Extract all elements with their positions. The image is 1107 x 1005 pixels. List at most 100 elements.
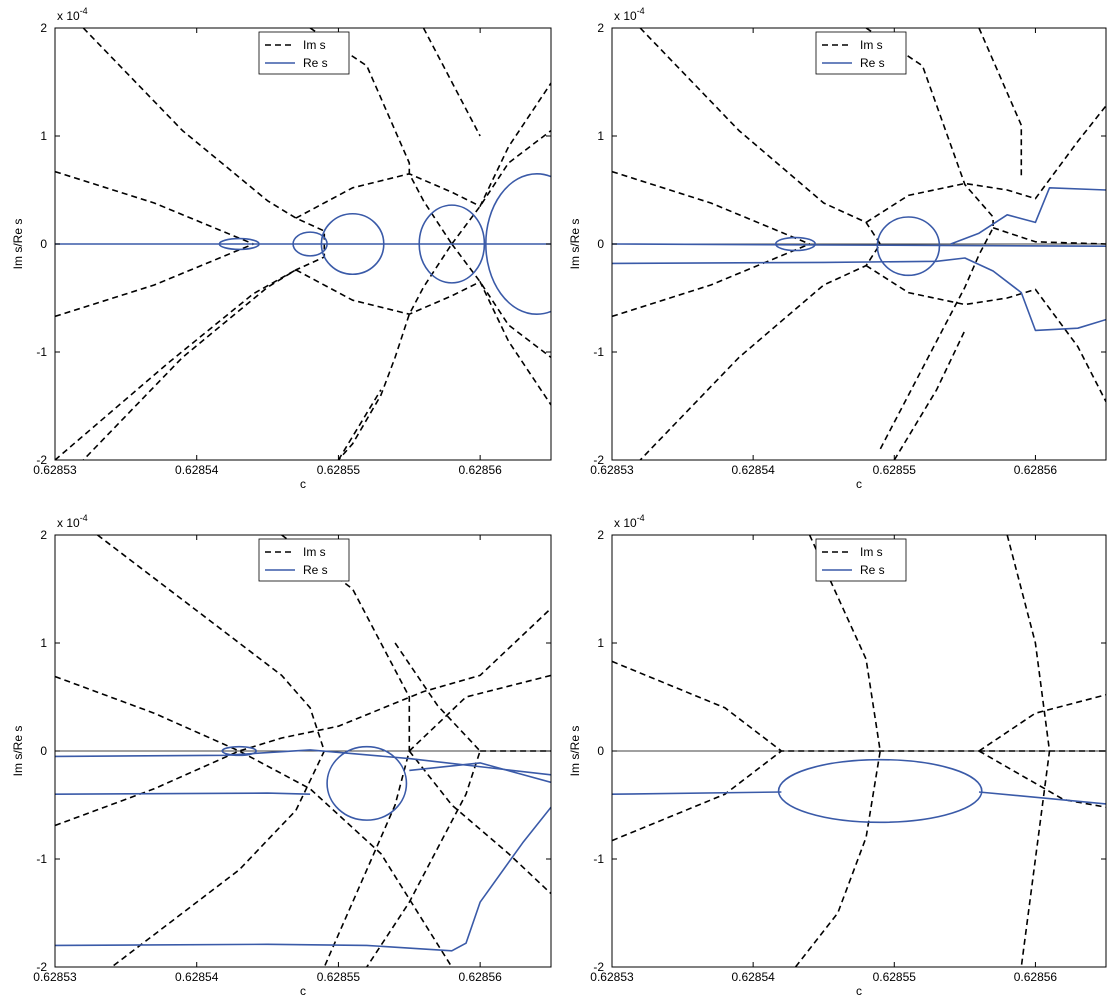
legend-box: [815, 538, 907, 582]
y-tick-label: -2: [36, 453, 47, 467]
y-exponent-label: x 10-4: [614, 6, 645, 23]
re-s-curve-1: [978, 791, 1106, 805]
y-tick-label: -1: [593, 852, 604, 866]
im-s-curve-4: [408, 674, 551, 752]
im-s-curve-1: [612, 243, 810, 318]
x-tick-label: 0.62853: [590, 970, 634, 984]
y-tick-label: 0: [40, 237, 47, 251]
y-tick-label: -2: [593, 960, 604, 974]
y-tick-label: -2: [36, 960, 47, 974]
legend-box: [815, 31, 907, 75]
x-tick-label: 0.62853: [590, 463, 634, 477]
legend-label-re-s: Re s: [303, 56, 328, 70]
im-s-curve-4: [978, 750, 1106, 808]
im-s-curve-0: [55, 675, 453, 967]
chart-panel-top-right: 0.62853 0.62854 0.62855 0.62856 -2 -1 0 1 2 x 10-…: [568, 6, 1107, 491]
legend-label-re-s: Re s: [303, 563, 328, 577]
y-exponent-power: -4: [637, 513, 645, 523]
y-tick-label: 2: [40, 21, 47, 35]
y-axis-label: Im s/Re s: [568, 726, 582, 777]
series-im-s: [612, 535, 1106, 967]
plot-area: [612, 535, 1106, 967]
y-exponent-label: x 10-4: [614, 513, 645, 530]
y-tick-label: -1: [593, 345, 604, 359]
y-tick-label: 1: [40, 636, 47, 650]
y-tick-label: 1: [40, 129, 47, 143]
y-tick-label: 0: [40, 744, 47, 758]
x-tick-label: 0.62855: [317, 463, 361, 477]
x-tick-label: 0.62855: [873, 463, 917, 477]
legend-label-im-s: Im s: [860, 545, 883, 559]
y-axis-label: Im s/Re s: [11, 219, 25, 270]
legend: Im s Re s: [815, 538, 907, 582]
y-axis-label: Im s/Re s: [568, 219, 582, 270]
re-s-loop-2: [320, 212, 385, 276]
re-s-loop-1: [326, 745, 408, 821]
x-axis-label: c: [300, 984, 306, 998]
re-s-loop-4: [485, 173, 551, 315]
legend-label-re-s: Re s: [860, 56, 885, 70]
im-s-curve-4: [309, 28, 453, 460]
im-s-curve-5: [408, 750, 551, 895]
series-re-s: [612, 187, 1106, 332]
legend-box: [258, 538, 350, 582]
y-tick-label: 0: [597, 744, 604, 758]
im-s-curve-8: [893, 330, 966, 460]
x-tick-label: 0.62853: [33, 970, 77, 984]
x-tick-label: 0.62854: [731, 970, 775, 984]
y-exponent-base: x 10: [614, 9, 637, 23]
y-tick-label: 2: [597, 21, 604, 35]
y-tick-label: 1: [597, 636, 604, 650]
legend-box: [258, 31, 350, 75]
re-s-loop-3: [418, 204, 486, 284]
x-tick-label: 0.62855: [317, 970, 361, 984]
im-s-curve-10: [337, 389, 382, 460]
y-tick-label: 0: [597, 237, 604, 251]
legend: Im s Re s: [258, 31, 350, 75]
series-re-s: [612, 758, 1106, 824]
y-exponent-power: -4: [637, 6, 645, 16]
re-s-curve-2: [950, 187, 1106, 245]
im-s-curve-8: [451, 243, 551, 359]
re-s-loop-0: [774, 236, 817, 252]
plot-area: [55, 28, 551, 460]
re-s-loop-0: [218, 237, 260, 251]
re-s-curve-1: [612, 257, 1106, 332]
y-exponent-base: x 10: [57, 9, 80, 23]
im-s-curve-3: [865, 28, 994, 450]
x-tick-label: 0.62854: [175, 970, 219, 984]
im-s-curve-0: [55, 170, 254, 245]
x-axis-label: c: [856, 984, 862, 998]
im-s-curve-7: [451, 129, 551, 245]
im-s-curve-2: [794, 535, 882, 967]
im-s-curve-3: [978, 694, 1106, 752]
y-exponent-label: x 10-4: [57, 6, 88, 23]
re-s-curve-0: [55, 749, 551, 776]
y-exponent-power: -4: [80, 513, 88, 523]
x-tick-label: 0.62854: [731, 463, 775, 477]
series-im-s: [55, 535, 551, 967]
x-tick-label: 0.62856: [1014, 970, 1058, 984]
y-tick-label: -1: [36, 345, 47, 359]
legend-label-re-s: Re s: [860, 563, 885, 577]
im-s-curve-2: [639, 28, 882, 460]
legend: Im s Re s: [258, 538, 350, 582]
y-axis-label: Im s/Re s: [11, 726, 25, 777]
series-re-s: [55, 173, 551, 315]
im-s-curve-9: [422, 28, 481, 137]
re-s-curve-2: [409, 762, 551, 784]
plot-area: [612, 28, 1106, 460]
y-exponent-base: x 10: [614, 516, 637, 530]
im-s-curve-7: [978, 28, 1023, 180]
legend-label-im-s: Im s: [303, 38, 326, 52]
x-tick-label: 0.62856: [1014, 463, 1058, 477]
y-exponent-power: -4: [80, 6, 88, 16]
re-s-curve-0: [612, 243, 1106, 247]
im-s-curve-6: [992, 227, 1106, 245]
y-tick-label: 1: [597, 129, 604, 143]
plot-area: [55, 535, 551, 967]
im-s-curve-6: [366, 642, 481, 967]
im-s-curve-1: [55, 607, 551, 827]
re-s-loop-1: [292, 231, 328, 257]
